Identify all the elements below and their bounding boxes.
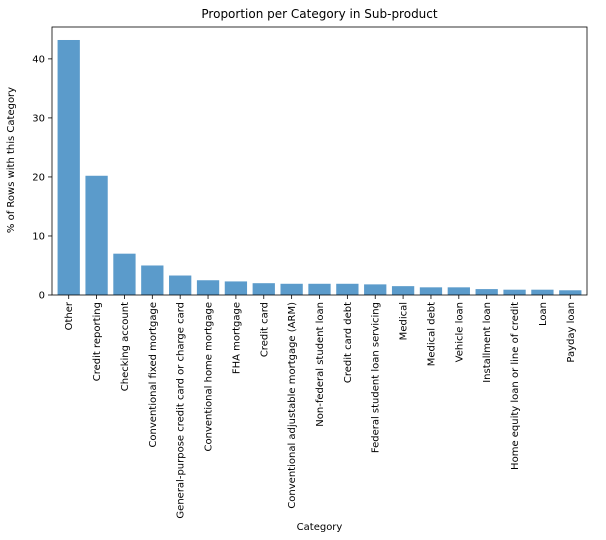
x-axis-label: Category <box>297 522 343 533</box>
bars-layer <box>57 39 582 295</box>
bar-17 <box>531 289 554 295</box>
y-tick-label: 30 <box>32 113 45 124</box>
bar-18 <box>559 290 582 295</box>
x-tick-label: Checking account <box>120 302 131 391</box>
x-tick-label: Conventional adjustable mortgage (ARM) <box>287 302 298 509</box>
x-tick-label: Conventional home mortgage <box>204 302 215 451</box>
y-tick-label: 40 <box>32 54 45 65</box>
bar-1 <box>85 175 108 295</box>
x-tick-label: Credit card <box>259 302 270 357</box>
x-tick-label: Medical debt <box>426 302 437 366</box>
bar-13 <box>419 287 443 295</box>
bar-11 <box>364 284 387 295</box>
y-tick-label: 0 <box>39 291 45 302</box>
bar-12 <box>391 286 415 295</box>
x-tick-label: FHA mortgage <box>231 302 242 374</box>
x-tick-label: Installment loan <box>482 302 493 383</box>
bar-14 <box>447 287 470 295</box>
x-tick-label: Federal student loan servicing <box>371 302 382 453</box>
x-tick-label: Credit card debt <box>343 302 354 383</box>
bar-8 <box>280 283 303 295</box>
bar-5 <box>196 280 220 295</box>
x-tick-label: Conventional fixed mortgage <box>148 302 159 448</box>
bar-0 <box>57 39 80 295</box>
bar-9 <box>308 283 331 295</box>
chart-title: Proportion per Category in Sub-product <box>201 7 437 21</box>
x-tick-label: Home equity loan or line of credit <box>510 302 521 470</box>
x-tick-label: Vehicle loan <box>454 302 465 362</box>
bar-4 <box>169 275 192 295</box>
y-ticks: 0 10 20 30 40 <box>32 54 52 302</box>
x-tick-label: Credit reporting <box>92 302 103 381</box>
x-tick-label: General-purpose credit card or charge ca… <box>176 302 187 519</box>
x-tick-label: Payday loan <box>566 302 577 363</box>
x-tick-label: Non-federal student loan <box>315 302 326 427</box>
bar-7 <box>252 283 275 295</box>
bar-10 <box>336 283 359 295</box>
bar-3 <box>141 265 164 295</box>
y-axis-label: % of Rows with this Category <box>6 87 17 233</box>
bar-16 <box>503 289 526 295</box>
x-tick-label: Medical <box>399 302 410 340</box>
y-tick-label: 20 <box>32 172 45 183</box>
y-tick-label: 10 <box>32 231 45 242</box>
bar-15 <box>475 289 498 295</box>
x-tick-label: Loan <box>538 302 549 326</box>
bar-6 <box>224 281 248 295</box>
bar-2 <box>113 253 136 295</box>
x-ticks: Other Credit reporting Checking account Con… <box>64 295 577 519</box>
x-tick-label: Other <box>64 301 75 330</box>
